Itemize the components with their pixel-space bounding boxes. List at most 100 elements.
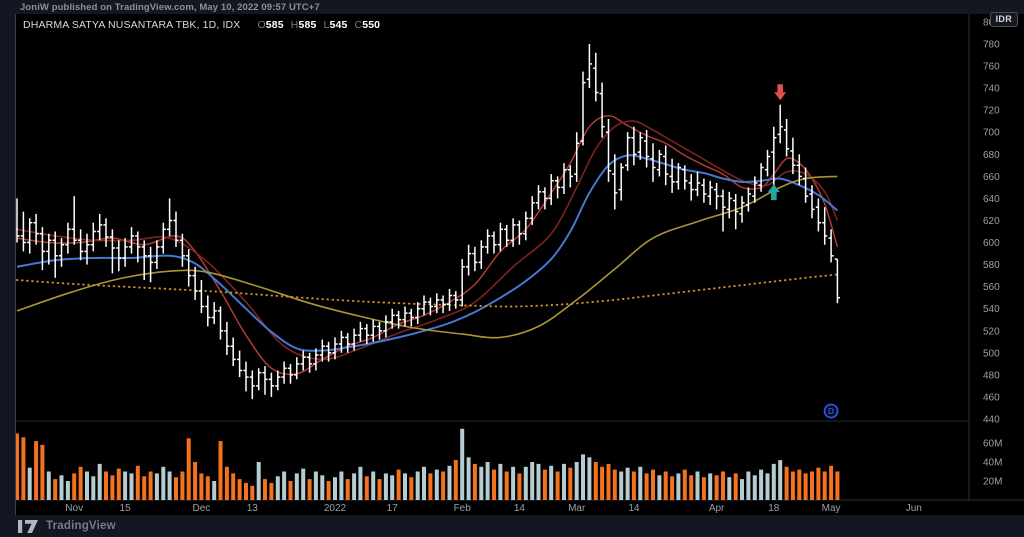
volume-bar bbox=[104, 471, 108, 500]
price-tick-label: 480 bbox=[983, 370, 1000, 381]
volume-bar bbox=[345, 479, 350, 500]
volume-bar bbox=[803, 473, 808, 500]
volume-bar bbox=[180, 471, 185, 500]
volume-bar bbox=[244, 482, 248, 500]
volume-bar bbox=[600, 466, 605, 501]
price-tick-label: 760 bbox=[983, 62, 1000, 73]
volume-bar bbox=[587, 457, 592, 501]
volume-bar bbox=[396, 469, 401, 500]
volume-tick-label: 40M bbox=[983, 458, 1002, 469]
volume-bar bbox=[110, 475, 115, 500]
volume-bar bbox=[116, 468, 121, 500]
time-tick-label: May bbox=[822, 503, 841, 514]
price-tick-label: 500 bbox=[983, 348, 1000, 359]
volume-bar bbox=[523, 466, 528, 501]
time-tick-label: Dec bbox=[193, 503, 211, 514]
ma-blue bbox=[16, 154, 839, 352]
volume-bar bbox=[625, 467, 630, 500]
volume-bar bbox=[771, 463, 776, 500]
volume-bar bbox=[472, 463, 477, 500]
volume-bar bbox=[593, 462, 598, 500]
time-tick-label: 17 bbox=[387, 503, 399, 514]
volume-bar bbox=[835, 471, 840, 500]
footer-brand-text[interactable]: TradingView bbox=[46, 520, 116, 532]
volume-bar bbox=[256, 462, 261, 500]
volume-bar bbox=[97, 463, 102, 500]
volume-bar bbox=[631, 471, 636, 500]
volume-bar bbox=[142, 476, 147, 501]
time-tick-label: Apr bbox=[709, 503, 725, 514]
dividend-marker[interactable] bbox=[823, 403, 839, 419]
volume-bars bbox=[16, 428, 840, 501]
volume-tick-label: 60M bbox=[983, 439, 1002, 450]
volume-bar bbox=[657, 475, 662, 500]
price-chart-canvas[interactable]: D800780760740720700680660640620600580560… bbox=[16, 14, 1024, 515]
tradingview-logo-icon[interactable] bbox=[18, 519, 39, 533]
sell-arrow-marker bbox=[774, 84, 787, 101]
volume-bar bbox=[460, 428, 465, 501]
volume-bar bbox=[129, 473, 134, 500]
volume-bar bbox=[479, 466, 484, 501]
volume-bar bbox=[822, 471, 827, 500]
volume-bar bbox=[670, 476, 675, 501]
volume-bar bbox=[358, 466, 363, 501]
volume-bar bbox=[352, 473, 357, 500]
svg-text:D: D bbox=[828, 406, 834, 416]
volume-bar bbox=[237, 479, 242, 500]
volume-bar bbox=[422, 466, 426, 501]
volume-bar bbox=[689, 475, 694, 500]
volume-bar bbox=[16, 433, 19, 500]
symbol-title: DHARMA SATYA NUSANTARA TBK, 1D, IDX bbox=[23, 19, 241, 31]
volume-bar bbox=[612, 469, 617, 500]
volume-bar bbox=[65, 481, 70, 500]
volume-bar bbox=[606, 463, 611, 500]
volume-bar bbox=[765, 473, 770, 500]
volume-bar bbox=[85, 471, 89, 500]
price-tick-label: 540 bbox=[983, 304, 1000, 315]
volume-bar bbox=[390, 475, 395, 500]
ohlc-bars bbox=[16, 44, 840, 400]
volume-bar bbox=[301, 468, 306, 500]
volume-bar bbox=[224, 466, 229, 501]
price-tick-label: 440 bbox=[983, 415, 1000, 426]
volume-bar bbox=[740, 479, 744, 500]
time-axis[interactable]: Nov 15 Dec 13 2022 17 Feb 14 Mar 14 Apr 18 May Jun bbox=[65, 503, 922, 514]
volume-bar bbox=[91, 476, 96, 501]
volume-bar bbox=[148, 471, 153, 500]
time-tick-label: 18 bbox=[768, 503, 780, 514]
volume-bar bbox=[320, 475, 325, 500]
volume-bar bbox=[428, 473, 433, 500]
volume-bar bbox=[644, 473, 649, 500]
time-tick-label: 14 bbox=[514, 503, 526, 514]
price-axis[interactable]: 8007807607407207006806606406206005805605… bbox=[983, 17, 1002, 487]
buy-arrow-marker bbox=[767, 184, 780, 201]
volume-bar bbox=[167, 471, 172, 500]
volume-bar bbox=[383, 473, 388, 500]
grid-lines bbox=[16, 14, 1024, 501]
low-label: L bbox=[323, 19, 330, 31]
low-value: 545 bbox=[329, 19, 348, 31]
open-label: O bbox=[257, 19, 266, 31]
volume-bar bbox=[231, 473, 236, 500]
volume-bar bbox=[339, 471, 344, 500]
volume-bar bbox=[288, 481, 293, 500]
volume-bar bbox=[40, 444, 45, 500]
volume-bar bbox=[307, 479, 312, 500]
volume-bar bbox=[746, 471, 751, 500]
volume-bar bbox=[294, 473, 299, 500]
volume-bar bbox=[46, 471, 51, 500]
ma-yellow bbox=[16, 175, 838, 339]
volume-bar bbox=[517, 473, 522, 500]
volume-bar bbox=[542, 469, 547, 500]
volume-bar bbox=[205, 476, 210, 501]
currency-badge[interactable]: IDR bbox=[989, 12, 1018, 27]
volume-bar bbox=[708, 473, 713, 500]
price-tick-label: 740 bbox=[983, 84, 1000, 95]
attribution-text: JoniW published on TradingView.com, May … bbox=[20, 1, 320, 13]
chart-markers: D bbox=[767, 84, 839, 419]
volume-bar bbox=[21, 437, 26, 500]
volume-bar bbox=[161, 466, 166, 501]
volume-bar bbox=[721, 471, 725, 500]
price-tick-label: 620 bbox=[983, 216, 1000, 227]
volume-bar bbox=[581, 454, 585, 500]
